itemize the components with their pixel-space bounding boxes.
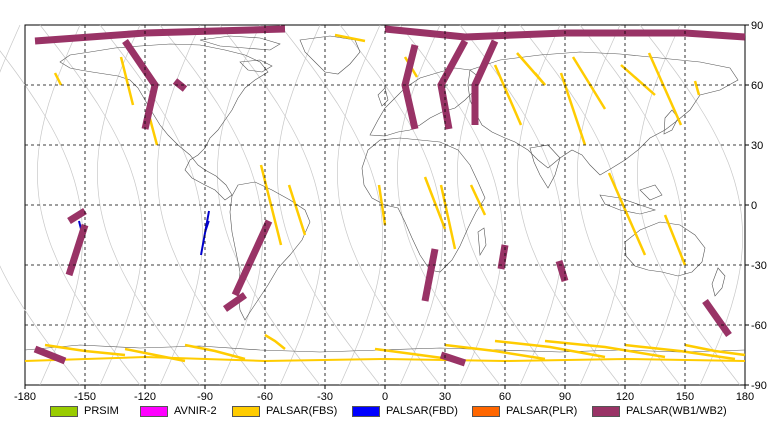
legend-item-avnir2: AVNIR-2 [140,402,217,420]
longitude-labels: -180 -150 -120 -90 -60 -30 0 30 60 90 120 150 180 [14,391,754,403]
swath-palsar-fbs [444,343,546,361]
swath-palsar-fbd [204,220,210,234]
observation-swaths [24,25,746,367]
india-outline [529,144,561,189]
x-tick-label: 180 [736,391,754,403]
x-tick-label: 0 [382,391,388,403]
x-tick-label: -120 [134,391,156,403]
uk-outline [377,87,389,107]
swath-palsar-fbs [334,33,366,43]
y-tick-label: -30 [751,260,767,272]
x-tick-label: -180 [14,391,36,403]
legend-swatch [140,405,168,417]
legend-item-prism: PRSIM [50,402,119,420]
x-tick-label: 90 [559,391,571,403]
canada-islands [199,35,281,73]
legend-swatch [592,405,620,417]
swath-palsar-wb [555,259,569,283]
legend-item-palsar-wb: PALSAR(WB1/WB2) [592,402,727,420]
legend-item-palsar-plr: PALSAR(PLR) [472,402,577,420]
x-tick-label: -90 [197,391,213,403]
swath-palsar-wb [702,298,732,338]
swath-palsar-fbs [439,184,457,250]
swath-palsar-wb [122,39,159,130]
x-tick-label: -30 [317,391,333,403]
legend-label: PALSAR(PLR) [506,405,578,417]
x-tick-label: 60 [499,391,511,403]
x-tick-label: -60 [257,391,273,403]
swath-palsar-wb [67,208,87,224]
swath-palsar-fbs [624,343,736,361]
new-zealand-outline [711,267,726,297]
graticule [25,25,745,385]
legend: PRSIM AVNIR-2 PALSAR(FBS) PALSAR(FBD) PA… [0,402,770,420]
x-tick-label: -150 [74,391,96,403]
swath-palsar-fbs [469,184,487,216]
legend-swatch [232,405,260,417]
swath-palsar-fbs [493,64,523,126]
legend-swatch [472,405,500,417]
legend-label: PALSAR(FBD) [386,405,458,417]
madagascar-outline [477,227,487,256]
swath-palsar-fbs [184,343,246,361]
swath-palsar-fbs [620,64,656,96]
swath-palsar-wb [172,78,188,92]
x-tick-label: 120 [616,391,634,403]
legend-label: PALSAR(FBS) [266,405,338,417]
latitude-labels: 90 60 30 0 -30 -60 -90 [751,20,767,392]
swath-palsar-fbs [663,214,687,266]
swath-palsar-fbs [494,339,606,359]
y-tick-label: 30 [751,140,763,152]
swath-palsar-wb [65,223,89,277]
swath-palsar-fbs [693,80,701,96]
swath-palsar-wb [231,219,273,297]
y-tick-label: -90 [751,380,767,392]
swath-palsar-wb [222,292,248,312]
y-tick-label: 0 [751,200,757,212]
north-america-outline [59,43,269,201]
swath-palsar-fbs [684,343,746,357]
swath-palsar-wb [33,345,67,365]
orbit-track [0,24,81,386]
swath-palsar-fbs [571,56,607,110]
swath-palsar-fbs [53,72,63,86]
legend-swatch [352,405,380,417]
legend-item-palsar-fbs: PALSAR(FBS) [232,402,337,420]
y-tick-label: 60 [751,80,763,92]
y-tick-label: 90 [751,20,763,32]
legend-item-palsar-fbd: PALSAR(FBD) [352,402,458,420]
australia-outline [624,221,706,277]
axis-ticks [24,24,749,389]
swath-palsar-fbs [607,172,647,256]
x-tick-label: 150 [676,391,694,403]
greenland-outline [299,35,361,75]
legend-label: PRSIM [84,405,119,417]
asia-outline [467,51,739,176]
legend-swatch [50,405,78,417]
swath-palsar-fbs [647,52,683,126]
legend-label: PALSAR(WB1/WB2) [626,405,727,417]
swath-palsar-fbs [534,72,546,86]
swath-palsar-fbs [119,56,135,106]
y-tick-label: -60 [751,320,767,332]
japan-outline [663,109,679,135]
swath-palsar-fbs [264,333,286,350]
swath-palsar-wb [421,248,439,302]
swath-palsar-fbs [423,176,447,230]
x-tick-label: 30 [439,391,451,403]
legend-label: AVNIR-2 [174,405,217,417]
swath-palsar-fbs [287,184,307,236]
